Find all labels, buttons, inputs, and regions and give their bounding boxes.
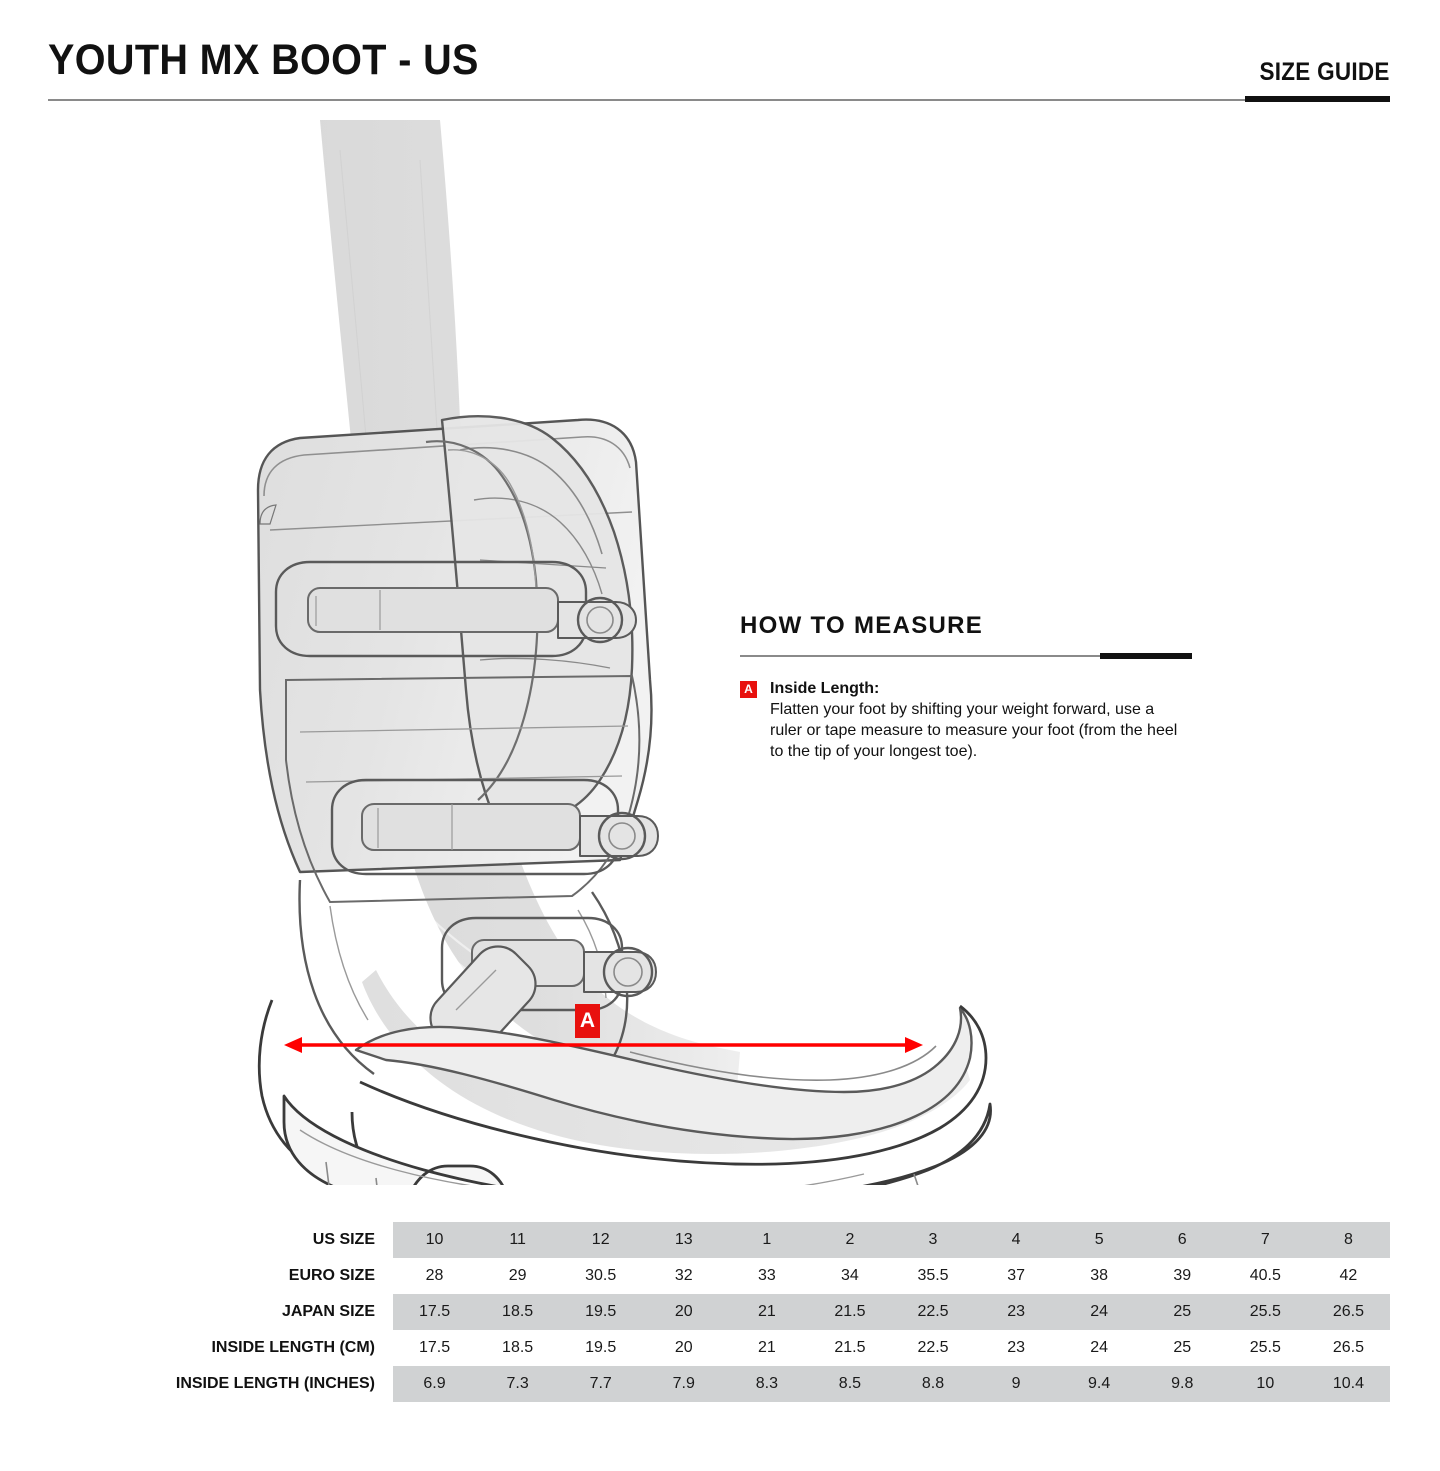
table-cell: 9.4	[1088, 1375, 1111, 1392]
table-cell: 8.3	[755, 1375, 778, 1392]
how-to-measure-divider-accent	[1100, 653, 1192, 659]
table-cell: 8.8	[921, 1375, 945, 1392]
table-cell: 7.9	[672, 1375, 695, 1392]
size-guide-label: SIZE GUIDE	[1259, 58, 1390, 86]
table-cell: 21	[757, 1339, 776, 1356]
table-cell: 7.7	[589, 1375, 612, 1392]
measure-badge-a-icon: A	[740, 681, 757, 698]
table-cell: 26.5	[1332, 1303, 1364, 1320]
table-cell: 22.5	[917, 1339, 949, 1356]
table-cell: 10	[1256, 1375, 1275, 1392]
table-cell: 18.5	[502, 1303, 534, 1320]
table-cell: 29	[508, 1267, 527, 1284]
table-cell: 21.5	[834, 1339, 866, 1356]
table-row: EURO SIZE 28 29 30.5 32 33 34 35.5 37 38 39 40.5 42	[48, 1258, 1390, 1294]
table-cell: 1	[762, 1231, 772, 1248]
table-cell: 35.5	[917, 1267, 949, 1284]
table-cell: 19.5	[585, 1303, 617, 1320]
boot-inner-ridge	[425, 440, 539, 801]
table-cell: 8.5	[838, 1375, 862, 1392]
size-chart-table: US SIZE 10 11 12 13 1 2 3 4 5 6 7 8 EURO SIZE 28 29 30.5…	[48, 1222, 1390, 1402]
table-cell: 40.5	[1249, 1267, 1281, 1284]
table-cell: 8	[1343, 1231, 1353, 1248]
row-cells: 10 11 12 13 1 2 3 4 5 6 7 8	[393, 1222, 1390, 1258]
how-to-measure-section: HOW TO MEASURE A Inside Length: Flatten …	[740, 612, 1200, 762]
table-cell: 24	[1090, 1339, 1109, 1356]
row-label: US SIZE	[312, 1231, 375, 1248]
table-cell: 24	[1090, 1303, 1109, 1320]
table-cell: 33	[757, 1267, 776, 1284]
measurement-arrow-a	[284, 1037, 923, 1053]
boot-toe-box	[354, 1006, 973, 1141]
table-cell: 23	[1007, 1339, 1025, 1356]
table-cell: 25.5	[1249, 1303, 1281, 1320]
table-cell: 17.5	[418, 1339, 451, 1356]
how-to-measure-body: A Inside Length: Flatten your foot by sh…	[740, 678, 1200, 762]
row-cells: 28 29 30.5 32 33 34 35.5 37 38 39 40.5 42	[393, 1258, 1390, 1294]
how-to-measure-heading: HOW TO MEASURE	[740, 612, 984, 639]
how-to-measure-divider	[740, 655, 1192, 657]
table-row: US SIZE 10 11 12 13 1 2 3 4 5 6 7 8	[48, 1222, 1390, 1258]
table-cell: 9.8	[1171, 1375, 1194, 1392]
table-row: JAPAN SIZE 17.5 18.5 19.5 20 21 21.5 22.5 23 24 25…	[48, 1294, 1390, 1330]
how-to-measure-divider-wrap	[740, 653, 1192, 659]
table-cell: 39	[1173, 1267, 1192, 1284]
table-cell: 22.5	[917, 1303, 949, 1320]
page-title: YOUTH MX BOOT - US	[48, 36, 479, 84]
table-cell: 26.5	[1332, 1339, 1364, 1356]
table-cell: 37	[1007, 1267, 1025, 1284]
header-divider	[48, 99, 1390, 101]
measure-term-label: Inside Length:	[770, 680, 880, 697]
table-cell: 3	[928, 1231, 938, 1248]
table-row: INSIDE LENGTH (INCHES) 6.9 7.3 7.7 7.9 8.3 8.5…	[48, 1366, 1390, 1402]
table-cell: 7.3	[506, 1375, 529, 1392]
table-cell: 25	[1173, 1303, 1192, 1320]
table-cell: 20	[674, 1339, 693, 1356]
table-cell: 7	[1260, 1231, 1270, 1248]
table-cell: 20	[674, 1303, 693, 1320]
table-cell: 10	[425, 1231, 444, 1248]
table-cell: 30.5	[585, 1267, 617, 1284]
table-cell: 19.5	[585, 1339, 617, 1356]
table-cell: 5	[1094, 1231, 1104, 1248]
table-cell: 25	[1173, 1339, 1192, 1356]
row-cells: 6.9 7.3 7.7 7.9 8.3 8.5 8.8 9 9.4 9.8 10 10.4	[393, 1366, 1390, 1402]
row-label: JAPAN SIZE	[281, 1303, 375, 1320]
table-cell: 32	[674, 1267, 693, 1284]
table-cell: 25.5	[1249, 1339, 1281, 1356]
table-cell: 10.4	[1332, 1375, 1364, 1392]
table-cell: 21.5	[834, 1303, 866, 1320]
row-label: INSIDE LENGTH (CM)	[211, 1339, 375, 1356]
table-row: INSIDE LENGTH (CM) 17.5 18.5 19.5 20 21 21.5 22…	[48, 1330, 1390, 1366]
table-cell: 12	[591, 1231, 610, 1248]
row-label: INSIDE LENGTH (INCHES)	[175, 1375, 375, 1392]
table-cell: 6.9	[423, 1375, 446, 1392]
diagram-badge-a-icon: A	[575, 1004, 600, 1038]
header-divider-accent	[1245, 96, 1390, 102]
table-cell: 4	[1011, 1231, 1021, 1248]
table-cell: 34	[841, 1267, 859, 1284]
boot-sole	[282, 1094, 992, 1185]
row-cells: 17.5 18.5 19.5 20 21 21.5 22.5 23 24 25 25.5 26.5	[393, 1294, 1390, 1330]
table-cell: 2	[845, 1231, 855, 1248]
table-cell: 42	[1339, 1267, 1358, 1284]
table-cell: 38	[1090, 1267, 1109, 1284]
row-label: EURO SIZE	[288, 1267, 375, 1284]
measure-description: Flatten your foot by shifting your weigh…	[770, 701, 1178, 760]
page-header: YOUTH MX BOOT - US SIZE GUIDE	[0, 0, 1440, 112]
table-cell: 6	[1177, 1231, 1187, 1248]
boot-illustration	[180, 120, 1000, 1185]
table-cell: 11	[509, 1231, 526, 1248]
boot-buckle-mid	[330, 778, 659, 876]
table-cell: 9	[1011, 1375, 1021, 1392]
table-cell: 18.5	[502, 1339, 534, 1356]
table-cell: 23	[1007, 1303, 1025, 1320]
table-cell: 28	[425, 1267, 444, 1284]
table-cell: 21	[757, 1303, 776, 1320]
table-cell: 13	[674, 1231, 693, 1248]
row-cells: 17.5 18.5 19.5 20 21 21.5 22.5 23 24 25 25.5 26.5	[393, 1330, 1390, 1366]
boot-buckle-top	[274, 560, 637, 658]
table-cell: 17.5	[418, 1303, 451, 1320]
